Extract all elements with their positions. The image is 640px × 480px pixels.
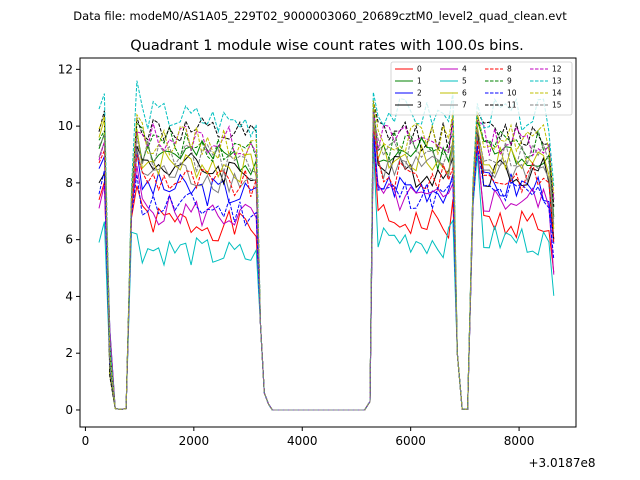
y-tick-label: 6 — [65, 233, 73, 247]
chart-title: Quadrant 1 module wise count rates with … — [130, 38, 524, 54]
legend-label-3: 3 — [417, 101, 422, 110]
plot-area — [80, 58, 576, 427]
legend-label-13: 13 — [552, 77, 562, 86]
y-tick-label: 10 — [58, 119, 73, 133]
series-line-15 — [98, 117, 555, 411]
y-tick-label: 0 — [65, 403, 73, 417]
legend-label-10: 10 — [507, 89, 517, 98]
y-tick-label: 2 — [65, 346, 73, 360]
x-tick-label: 4000 — [287, 434, 318, 448]
legend-label-14: 14 — [552, 89, 562, 98]
legend-label-1: 1 — [417, 77, 422, 86]
plot-frame — [79, 57, 577, 428]
x-tick-label: 6000 — [395, 434, 426, 448]
series-lines — [98, 80, 555, 411]
legend-box — [390, 61, 573, 116]
x-tick-label: 2000 — [179, 434, 210, 448]
legend-label-2: 2 — [417, 89, 422, 98]
legend-label-5: 5 — [462, 77, 467, 86]
legend-label-0: 0 — [417, 65, 422, 74]
y-tick-label: 12 — [58, 62, 73, 76]
y-tick-label: 8 — [65, 176, 73, 190]
legend-label-15: 15 — [552, 101, 562, 110]
legend-label-4: 4 — [462, 65, 467, 74]
x-tick-label: 0 — [82, 434, 90, 448]
legend-label-8: 8 — [507, 65, 512, 74]
x-tick-label: 8000 — [504, 434, 535, 448]
x-offset-label: +3.0187e8 — [528, 456, 595, 470]
legend-label-12: 12 — [552, 65, 562, 74]
legend-label-6: 6 — [462, 89, 467, 98]
legend-label-7: 7 — [462, 101, 467, 110]
y-tick-label: 4 — [65, 289, 73, 303]
legend-label-11: 11 — [507, 101, 517, 110]
legend-label-9: 9 — [507, 77, 512, 86]
data-file-label: Data file: modeM0/AS1A05_229T02_90000030… — [73, 9, 567, 23]
